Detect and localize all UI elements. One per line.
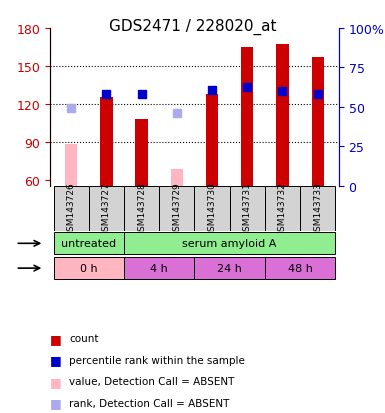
FancyBboxPatch shape [300,186,335,231]
FancyBboxPatch shape [194,257,265,280]
FancyBboxPatch shape [124,186,159,231]
Text: 4 h: 4 h [150,263,168,273]
Bar [206,95,218,186]
FancyBboxPatch shape [124,233,335,255]
Text: GSM143730: GSM143730 [208,181,216,236]
Bar [136,120,148,186]
Text: 0 h: 0 h [80,263,97,273]
Bar [65,145,77,186]
Text: GSM143731: GSM143731 [243,181,252,236]
Text: ■: ■ [50,396,62,409]
FancyBboxPatch shape [194,186,229,231]
Bar [276,45,289,186]
FancyBboxPatch shape [54,233,124,255]
Text: GSM143726: GSM143726 [67,182,76,236]
Text: ■: ■ [50,353,62,366]
FancyBboxPatch shape [89,186,124,231]
Text: GSM143727: GSM143727 [102,182,111,236]
Text: rank, Detection Call = ABSENT: rank, Detection Call = ABSENT [69,398,230,408]
Text: untreated: untreated [61,239,116,249]
FancyBboxPatch shape [265,257,335,280]
Text: GDS2471 / 228020_at: GDS2471 / 228020_at [109,19,276,35]
Text: GSM143732: GSM143732 [278,182,287,236]
FancyBboxPatch shape [159,186,194,231]
Bar [241,48,253,186]
Text: GSM143733: GSM143733 [313,181,322,236]
Text: 24 h: 24 h [217,263,242,273]
Text: ■: ■ [50,332,62,345]
Text: 48 h: 48 h [288,263,313,273]
Text: serum amyloid A: serum amyloid A [182,239,277,249]
Bar [100,98,112,186]
Text: GSM143728: GSM143728 [137,182,146,236]
FancyBboxPatch shape [265,186,300,231]
Text: count: count [69,333,99,343]
FancyBboxPatch shape [229,186,265,231]
Text: value, Detection Call = ABSENT: value, Detection Call = ABSENT [69,376,235,386]
Text: GSM143729: GSM143729 [172,182,181,236]
FancyBboxPatch shape [54,257,124,280]
Text: percentile rank within the sample: percentile rank within the sample [69,355,245,365]
Bar [311,58,324,186]
Text: ■: ■ [50,375,62,388]
FancyBboxPatch shape [124,257,194,280]
Bar [171,170,183,186]
FancyBboxPatch shape [54,186,89,231]
